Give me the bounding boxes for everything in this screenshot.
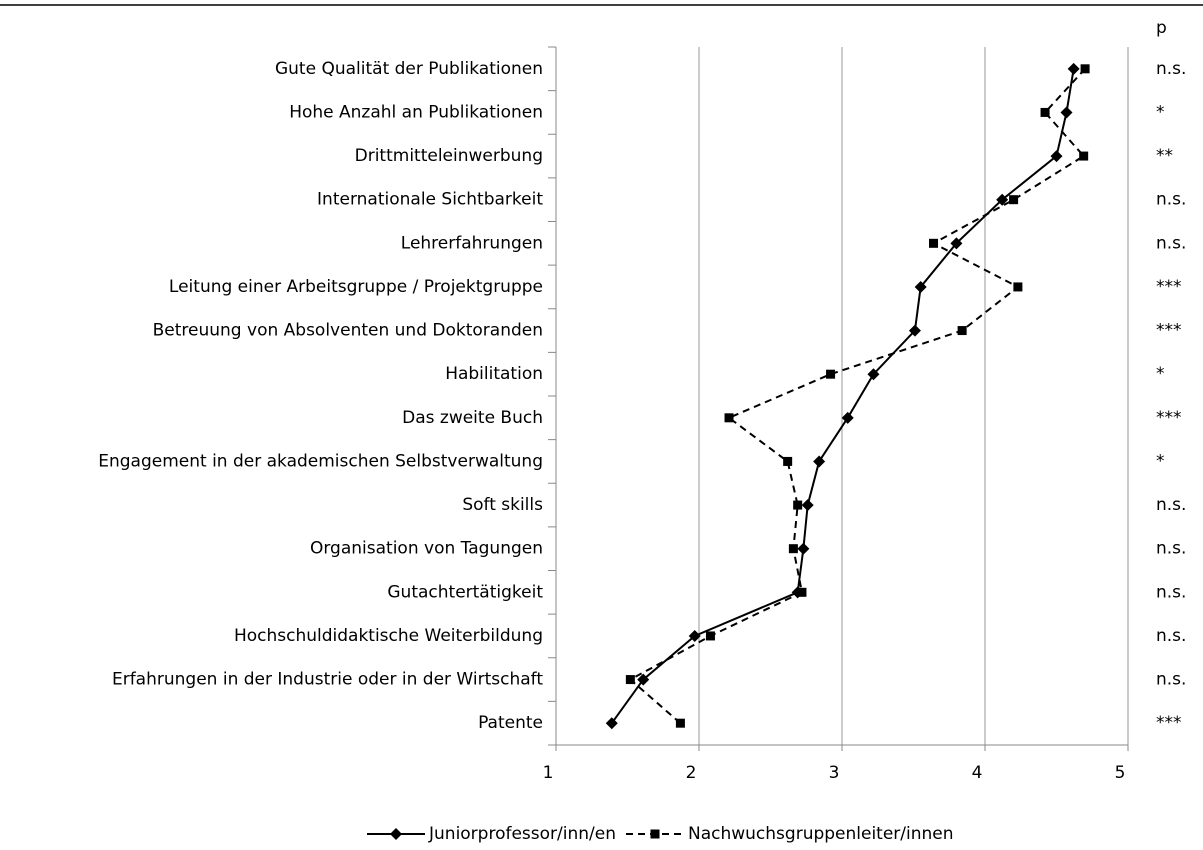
series-line [610, 68, 1075, 724]
marker [783, 456, 793, 466]
y-tick-label: Hohe Anzahl an Publikationen [289, 102, 543, 122]
legend-label: Juniorprofessor/inn/en [428, 824, 616, 844]
marker [929, 238, 939, 248]
y-tick-label: Hochschuldidaktische Weiterbildung [234, 626, 543, 646]
p-value: n.s. [1156, 670, 1186, 690]
marker [1013, 282, 1023, 292]
x-tick-label: 2 [686, 763, 697, 783]
x-tick-label: 4 [972, 763, 983, 783]
y-tick-label: Organisation von Tagungen [310, 539, 543, 559]
x-tick-label: 3 [829, 763, 840, 783]
legend-marker [390, 828, 402, 840]
marker [1050, 150, 1063, 163]
marker [908, 324, 921, 337]
y-tick-label: Drittmitteleinwerbung [355, 146, 543, 166]
p-value: n.s. [1156, 190, 1186, 210]
y-tick-label: Gutachtertätigkeit [387, 582, 543, 602]
p-value: *** [1156, 277, 1182, 297]
p-value: *** [1156, 321, 1182, 341]
p-value: n.s. [1156, 59, 1186, 79]
y-tick-label: Engagement in der akademischen Selbstver… [98, 451, 543, 471]
marker [841, 411, 854, 424]
marker [724, 413, 734, 423]
p-value: n.s. [1156, 495, 1186, 515]
legend-marker [650, 829, 660, 839]
marker [813, 455, 826, 468]
series-line [628, 68, 1086, 724]
marker [605, 717, 618, 730]
marker [705, 631, 715, 641]
p-value: n.s. [1156, 582, 1186, 602]
p-header: p [1156, 18, 1167, 38]
marker [1079, 151, 1089, 161]
p-value: n.s. [1156, 626, 1186, 646]
legend-label: Nachwuchsgruppenleiter/innen [688, 824, 954, 844]
x-tick-label: 1 [543, 763, 554, 783]
p-value: n.s. [1156, 539, 1186, 559]
marker [1080, 64, 1090, 74]
p-value: *** [1156, 713, 1182, 733]
marker [793, 500, 803, 510]
marker [957, 326, 967, 336]
p-value: * [1156, 102, 1165, 122]
y-tick-label: Habilitation [445, 364, 543, 384]
marker [625, 675, 635, 685]
marker [675, 718, 685, 728]
marker [797, 587, 807, 597]
y-tick-label: Patente [478, 713, 543, 733]
y-tick-label: Soft skills [462, 495, 543, 515]
p-value: * [1156, 451, 1165, 471]
marker [1067, 62, 1080, 75]
p-value: *** [1156, 408, 1182, 428]
marker [914, 280, 927, 293]
p-value: * [1156, 364, 1165, 384]
marker [797, 542, 810, 555]
marker [1040, 107, 1050, 117]
y-tick-label: Lehrerfahrungen [401, 233, 543, 253]
y-tick-label: Gute Qualität der Publikationen [275, 59, 543, 79]
p-value: n.s. [1156, 233, 1186, 253]
marker [788, 544, 798, 554]
y-tick-label: Internationale Sichtbarkeit [317, 190, 543, 210]
marker [950, 237, 963, 250]
y-tick-label: Betreuung von Absolventen und Doktorande… [153, 321, 543, 341]
marker [826, 369, 836, 379]
p-value: ** [1156, 146, 1173, 166]
y-tick-label: Das zweite Buch [402, 408, 543, 428]
y-tick-label: Leitung einer Arbeitsgruppe / Projektgru… [169, 277, 543, 297]
marker [1060, 106, 1073, 119]
marker [688, 629, 701, 642]
marker [867, 368, 880, 381]
marker [1009, 195, 1019, 205]
x-tick-label: 5 [1115, 763, 1126, 783]
marker [801, 499, 814, 512]
marker [996, 193, 1009, 206]
y-tick-label: Erfahrungen in der Industrie oder in der… [112, 670, 543, 690]
marker [637, 673, 650, 686]
